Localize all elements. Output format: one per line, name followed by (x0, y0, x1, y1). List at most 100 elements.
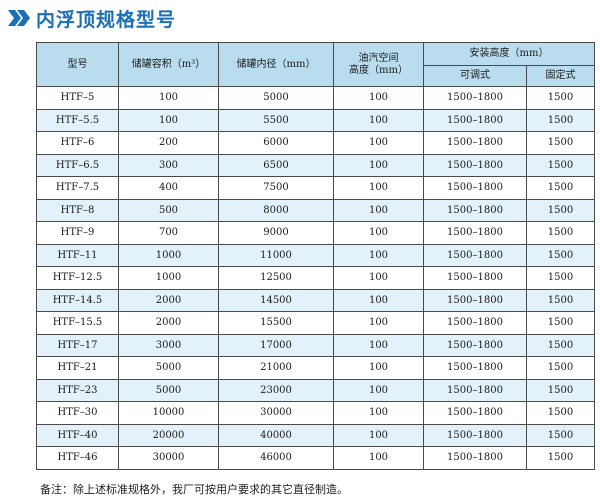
table-row: HTF–46 30000 46000 100 1500–1800 1500 (36, 446, 595, 470)
table-row: HTF–5 100 5000 100 1500–1800 1500 (36, 86, 595, 110)
cell-vapor-height: 100 (333, 108, 424, 132)
cell-volume: 1000 (118, 266, 219, 290)
cell-vapor-height: 100 (333, 266, 424, 290)
cell-volume: 2000 (118, 288, 219, 312)
cell-diameter: 6000 (218, 131, 334, 155)
header-model: 型号 (36, 42, 119, 87)
cell-vapor-height: 100 (333, 131, 424, 155)
cell-fixed-height: 1500 (526, 288, 595, 312)
table-row: HTF–5.5 100 5500 100 1500–1800 1500 (36, 108, 595, 132)
cell-diameter: 6500 (218, 153, 334, 177)
cell-diameter: 23000 (218, 378, 334, 402)
page-title: 内浮顶规格型号 (36, 8, 177, 31)
cell-model: HTF–21 (36, 356, 119, 380)
cell-volume: 5000 (118, 378, 219, 402)
cell-adjustable-height: 1500–1800 (423, 423, 527, 447)
cell-diameter: 9000 (218, 221, 334, 245)
table-row: HTF–30 10000 30000 100 1500–1800 1500 (36, 401, 595, 425)
table-row: HTF–21 5000 21000 100 1500–1800 1500 (36, 356, 595, 380)
cell-diameter: 46000 (218, 446, 334, 470)
cell-adjustable-height: 1500–1800 (423, 243, 527, 267)
cell-fixed-height: 1500 (526, 198, 595, 222)
cell-diameter: 40000 (218, 423, 334, 447)
cell-diameter: 21000 (218, 356, 334, 380)
table-row: HTF–14.5 2000 14500 100 1500–1800 1500 (36, 288, 595, 312)
page-header: 内浮顶规格型号 (8, 4, 176, 32)
cell-adjustable-height: 1500–1800 (423, 378, 527, 402)
cell-volume: 20000 (118, 423, 219, 447)
table-row: HTF–6 200 6000 100 1500–1800 1500 (36, 131, 595, 155)
cell-volume: 5000 (118, 356, 219, 380)
cell-vapor-height: 100 (333, 311, 424, 335)
cell-volume: 2000 (118, 311, 219, 335)
cell-fixed-height: 1500 (526, 108, 595, 132)
cell-adjustable-height: 1500–1800 (423, 266, 527, 290)
cell-adjustable-height: 1500–1800 (423, 108, 527, 132)
cell-fixed-height: 1500 (526, 333, 595, 357)
cell-model: HTF–8 (36, 198, 119, 222)
header-diameter: 储罐内径（mm） (218, 42, 334, 87)
cell-model: HTF–9 (36, 221, 119, 245)
cell-fixed-height: 1500 (526, 131, 595, 155)
cell-fixed-height: 1500 (526, 446, 595, 470)
cell-volume: 3000 (118, 333, 219, 357)
header-vapor-line1: 油汽空间 (358, 53, 399, 64)
cell-adjustable-height: 1500–1800 (423, 288, 527, 312)
cell-adjustable-height: 1500–1800 (423, 311, 527, 335)
table-row: HTF–23 5000 23000 100 1500–1800 1500 (36, 378, 595, 402)
cell-volume: 400 (118, 176, 219, 200)
cell-volume: 700 (118, 221, 219, 245)
cell-volume: 200 (118, 131, 219, 155)
cell-model: HTF–23 (36, 378, 119, 402)
cell-volume: 300 (118, 153, 219, 177)
cell-diameter: 15500 (218, 311, 334, 335)
header-fixed: 固定式 (526, 65, 595, 87)
cell-adjustable-height: 1500–1800 (423, 333, 527, 357)
cell-model: HTF–7.5 (36, 176, 119, 200)
cell-diameter: 12500 (218, 266, 334, 290)
cell-diameter: 14500 (218, 288, 334, 312)
cell-model: HTF–46 (36, 446, 119, 470)
cell-fixed-height: 1500 (526, 266, 595, 290)
cell-adjustable-height: 1500–1800 (423, 153, 527, 177)
cell-diameter: 5500 (218, 108, 334, 132)
cell-vapor-height: 100 (333, 356, 424, 380)
cell-vapor-height: 100 (333, 446, 424, 470)
cell-model: HTF–6 (36, 131, 119, 155)
cell-diameter: 17000 (218, 333, 334, 357)
cell-volume: 1000 (118, 243, 219, 267)
cell-model: HTF–15.5 (36, 311, 119, 335)
cell-adjustable-height: 1500–1800 (423, 401, 527, 425)
cell-model: HTF–14.5 (36, 288, 119, 312)
cell-adjustable-height: 1500–1800 (423, 176, 527, 200)
cell-fixed-height: 1500 (526, 423, 595, 447)
header-vapor-line2: 高度（mm） (349, 64, 408, 76)
cell-adjustable-height: 1500–1800 (423, 356, 527, 380)
cell-vapor-height: 100 (333, 423, 424, 447)
cell-vapor-height: 100 (333, 86, 424, 110)
cell-diameter: 11000 (218, 243, 334, 267)
cell-diameter: 7500 (218, 176, 334, 200)
header-row: 型号 储罐容积（m³） 储罐内径（mm） 油汽空间 高度（mm） 安装高度（mm… (36, 42, 595, 87)
table-row: HTF–7.5 400 7500 100 1500–1800 1500 (36, 176, 595, 200)
header-adjustable: 可调式 (423, 65, 527, 87)
table-row: HTF–9 700 9000 100 1500–1800 1500 (36, 221, 595, 245)
table-row: HTF–15.5 2000 15500 100 1500–1800 1500 (36, 311, 595, 335)
header-volume: 储罐容积（m³） (118, 42, 219, 87)
cell-model: HTF–30 (36, 401, 119, 425)
cell-model: HTF–11 (36, 243, 119, 267)
cell-adjustable-height: 1500–1800 (423, 446, 527, 470)
table-row: HTF–12.5 1000 12500 100 1500–1800 1500 (36, 266, 595, 290)
cell-vapor-height: 100 (333, 153, 424, 177)
cell-volume: 30000 (118, 446, 219, 470)
cell-vapor-height: 100 (333, 401, 424, 425)
cell-model: HTF–17 (36, 333, 119, 357)
cell-adjustable-height: 1500–1800 (423, 198, 527, 222)
cell-adjustable-height: 1500–1800 (423, 86, 527, 110)
cell-fixed-height: 1500 (526, 243, 595, 267)
cell-diameter: 30000 (218, 401, 334, 425)
cell-fixed-height: 1500 (526, 356, 595, 380)
cell-model: HTF–6.5 (36, 153, 119, 177)
table-row: HTF–8 500 8000 100 1500–1800 1500 (36, 198, 595, 222)
cell-fixed-height: 1500 (526, 153, 595, 177)
